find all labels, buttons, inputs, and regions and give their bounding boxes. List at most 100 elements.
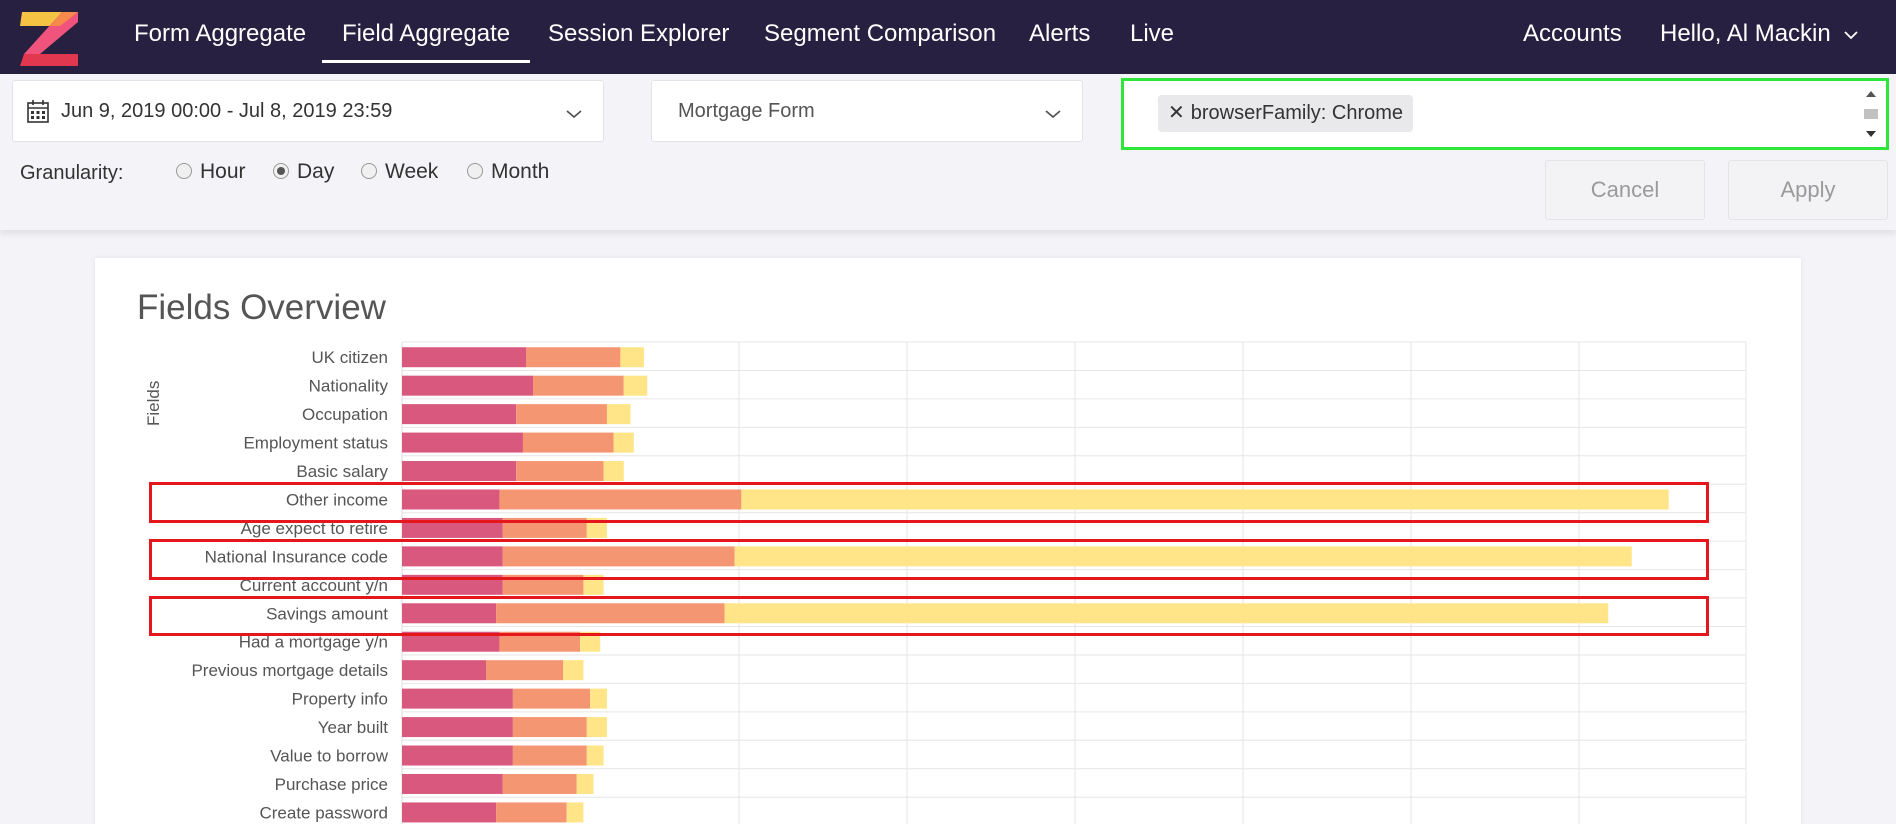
date-range-picker[interactable]: Jun 9, 2019 00:00 - Jul 8, 2019 23:59 <box>12 80 604 142</box>
bar-segment-2[interactable] <box>499 631 581 652</box>
bar-segment-2[interactable] <box>512 688 591 709</box>
user-greeting: Hello, Al Mackin <box>1660 20 1831 47</box>
top-navbar: Form Aggregate Field Aggregate Session E… <box>0 0 1896 74</box>
y-tick-label: Had a mortgage y/n <box>239 633 388 652</box>
bar-segment-1[interactable] <box>402 461 517 482</box>
nav-form-aggregate[interactable]: Form Aggregate <box>134 20 307 47</box>
y-tick-label: Employment status <box>243 434 388 453</box>
nav-field-aggregate[interactable]: Field Aggregate <box>321 20 531 63</box>
bar-segment-2[interactable] <box>512 745 587 766</box>
bar-segment-2[interactable] <box>486 660 564 681</box>
y-tick-label: Age expect to retire <box>241 519 388 538</box>
zuko-logo-icon[interactable] <box>20 8 80 68</box>
bar-segment-3[interactable] <box>566 802 584 823</box>
bar-segment-3[interactable] <box>613 432 634 453</box>
form-select[interactable]: Mortgage Form <box>651 80 1083 142</box>
granularity-hour-radio[interactable]: Hour <box>176 160 246 184</box>
bar-segment-2[interactable] <box>516 461 604 482</box>
bar-segment-3[interactable] <box>586 717 607 738</box>
bar-segment-2[interactable] <box>526 347 621 368</box>
y-tick-label: National Insurance code <box>205 547 388 566</box>
bar-segment-3[interactable] <box>586 745 604 766</box>
bar-segment-1[interactable] <box>402 631 500 652</box>
bar-segment-2[interactable] <box>502 773 577 794</box>
chart-title: Fields Overview <box>137 288 386 327</box>
bar-segment-3[interactable] <box>586 517 607 538</box>
granularity-week-radio[interactable]: Week <box>361 160 438 184</box>
remove-tag-icon[interactable]: ✕ <box>1168 102 1185 124</box>
radio-icon <box>467 163 483 179</box>
bar-segment-1[interactable] <box>402 745 513 766</box>
bar-segment-2[interactable] <box>496 802 567 823</box>
granularity-month-radio[interactable]: Month <box>467 160 549 184</box>
bar-segment-1[interactable] <box>402 517 503 538</box>
bar-segment-1[interactable] <box>402 432 523 453</box>
bar-segment-2[interactable] <box>502 574 584 595</box>
filter-tag-label: browserFamily: Chrome <box>1190 102 1404 124</box>
segment-filter-input[interactable]: ✕ browserFamily: Chrome <box>1121 78 1889 150</box>
bar-segment-3[interactable] <box>590 688 607 709</box>
cancel-button[interactable]: Cancel <box>1545 160 1705 220</box>
y-tick-label: Value to borrow <box>270 747 389 766</box>
bar-segment-1[interactable] <box>402 347 527 368</box>
chevron-down-icon <box>566 110 582 119</box>
nav-accounts[interactable]: Accounts <box>1523 20 1622 47</box>
bar-segment-2[interactable] <box>522 432 614 453</box>
bar-segment-2[interactable] <box>512 717 587 738</box>
bar-segment-3[interactable] <box>724 603 1609 624</box>
radio-icon <box>176 163 192 179</box>
y-tick-label: UK citizen <box>311 348 388 367</box>
bar-segment-1[interactable] <box>402 404 517 425</box>
radio-label: Hour <box>200 160 246 183</box>
bar-segment-2[interactable] <box>533 375 624 396</box>
y-tick-label: Current account y/n <box>240 576 388 595</box>
granularity-day-radio[interactable]: Day <box>273 160 334 184</box>
y-tick-label: Savings amount <box>266 604 388 623</box>
bar-segment-2[interactable] <box>516 404 607 425</box>
bar-segment-2[interactable] <box>502 546 735 567</box>
bar-segment-2[interactable] <box>499 489 742 510</box>
bar-segment-3[interactable] <box>603 461 624 482</box>
bar-segment-3[interactable] <box>576 773 594 794</box>
y-tick-label: Other income <box>286 490 388 509</box>
bar-segment-1[interactable] <box>402 660 486 681</box>
bar-segment-1[interactable] <box>402 717 513 738</box>
user-menu[interactable]: Hello, Al Mackin <box>1660 20 1859 48</box>
chevron-down-icon <box>1844 31 1858 39</box>
bar-segment-1[interactable] <box>402 546 503 567</box>
bar-segment-1[interactable] <box>402 603 497 624</box>
nav-segment-comparison[interactable]: Segment Comparison <box>764 20 997 47</box>
bar-segment-1[interactable] <box>402 802 497 823</box>
apply-button[interactable]: Apply <box>1728 160 1888 220</box>
bar-segment-3[interactable] <box>580 631 601 652</box>
scrollbar[interactable] <box>1862 87 1880 143</box>
bar-segment-3[interactable] <box>583 574 604 595</box>
bar-segment-3[interactable] <box>741 489 1669 510</box>
granularity-label: Granularity: <box>20 162 124 184</box>
bar-segment-2[interactable] <box>496 603 725 624</box>
y-tick-label: Nationality <box>309 377 389 396</box>
bar-segment-3[interactable] <box>606 404 631 425</box>
radio-selected-icon <box>273 163 289 179</box>
bar-segment-1[interactable] <box>402 375 534 396</box>
bar-segment-3[interactable] <box>563 660 584 681</box>
bar-segment-1[interactable] <box>402 574 503 595</box>
bar-segment-3[interactable] <box>620 347 644 368</box>
y-tick-label: Create password <box>259 803 388 822</box>
filter-tag: ✕ browserFamily: Chrome <box>1158 95 1414 132</box>
nav-alerts[interactable]: Alerts <box>1029 20 1091 47</box>
nav-session-explorer[interactable]: Session Explorer <box>548 20 730 47</box>
bar-segment-3[interactable] <box>734 546 1632 567</box>
bar-segment-1[interactable] <box>402 489 500 510</box>
bar-segment-3[interactable] <box>623 375 648 396</box>
nav-live[interactable]: Live <box>1130 20 1175 47</box>
y-tick-label: Property info <box>292 690 388 709</box>
bar-segment-1[interactable] <box>402 688 513 709</box>
bar-segment-2[interactable] <box>502 517 587 538</box>
bar-segment-1[interactable] <box>402 773 503 794</box>
radio-label: Week <box>385 160 439 183</box>
date-range-value: Jun 9, 2019 00:00 - Jul 8, 2019 23:59 <box>61 100 393 122</box>
y-tick-label: Previous mortgage details <box>191 661 388 680</box>
y-tick-label: Year built <box>318 718 389 737</box>
